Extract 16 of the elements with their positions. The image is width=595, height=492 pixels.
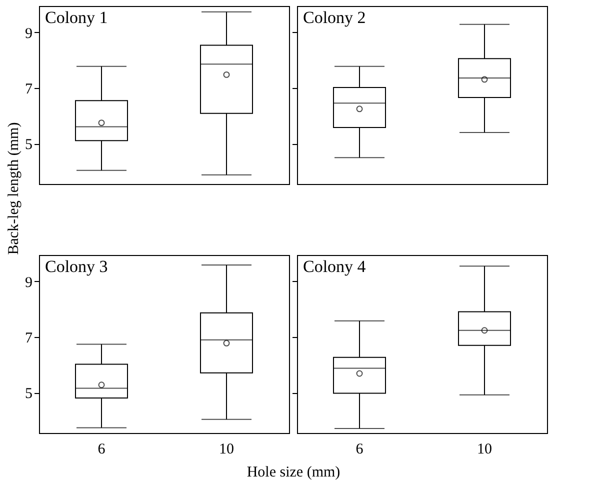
x-tick-label: 6 [356,442,364,458]
x-axis-title: Hole size (mm) [246,464,340,480]
y-tick-label: 5 [25,386,32,402]
y-tick-label: 9 [25,274,32,291]
annotation: Colony 3 [45,257,108,276]
y-axis-title: Back-leg length (mm) [6,122,22,255]
y-tick-label: 9 [25,26,32,42]
annotation: Colony 4 [303,257,366,276]
annotation: Colony 2 [303,8,366,27]
x-tick-label: 10 [477,442,492,458]
annotation: Colony 1 [45,8,108,27]
y-tick-label: 7 [25,330,33,347]
x-tick-label: 10 [219,442,234,458]
y-tick-label: 5 [25,137,32,154]
y-tick-label: 7 [25,82,33,98]
x-tick-label: 6 [98,442,106,458]
